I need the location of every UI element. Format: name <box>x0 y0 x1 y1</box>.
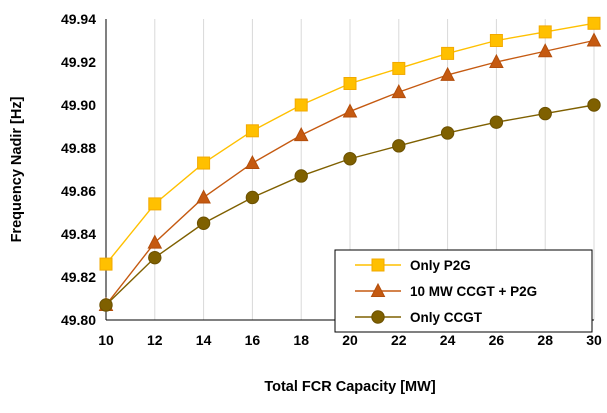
series-2 <box>99 98 601 312</box>
y-tick-label: 49.82 <box>61 269 96 285</box>
data-point <box>392 139 406 153</box>
data-point <box>99 298 113 312</box>
legend-label: Only P2G <box>410 258 471 273</box>
x-tick-label: 18 <box>293 332 309 348</box>
legend-label: Only CCGT <box>410 310 483 325</box>
x-tick-label: 12 <box>147 332 163 348</box>
tick-labels: 10 12 14 16 18 20 22 24 26 28 30 49.80 49.82 49.84 49.… <box>61 11 602 348</box>
data-point <box>343 152 357 166</box>
legend-marker <box>371 258 385 272</box>
data-point <box>196 189 211 204</box>
data-point <box>99 257 113 271</box>
data-point <box>440 66 455 81</box>
data-point <box>489 34 503 47</box>
y-tick-label: 49.80 <box>61 312 96 328</box>
y-tick-label: 49.88 <box>61 140 96 156</box>
data-point <box>147 234 163 249</box>
data-point <box>293 127 309 142</box>
legend: Only P2G 10 MW CCGT + P2G Only CCGT <box>334 249 593 333</box>
x-tick-label: 14 <box>196 332 212 348</box>
legend-entry: 10 MW CCGT + P2G <box>355 282 537 299</box>
data-point <box>245 190 260 205</box>
data-point <box>196 216 211 230</box>
y-tick-label: 49.92 <box>61 54 96 70</box>
x-tick-label: 30 <box>586 332 602 348</box>
data-point <box>489 115 504 129</box>
data-point <box>441 46 455 60</box>
series-layer <box>98 16 602 312</box>
data-point <box>343 77 357 90</box>
data-point <box>294 169 308 183</box>
x-tick-label: 28 <box>537 332 553 348</box>
y-tick-label: 49.86 <box>61 183 96 199</box>
y-tick-label: 49.94 <box>61 11 96 27</box>
data-point <box>489 53 504 68</box>
legend-marker <box>370 282 386 297</box>
x-tick-label: 10 <box>98 332 114 348</box>
data-point <box>538 106 552 121</box>
data-point <box>538 25 552 39</box>
data-point <box>197 156 211 170</box>
data-point <box>245 124 259 138</box>
x-tick-label: 26 <box>489 332 505 348</box>
data-point <box>391 84 407 99</box>
x-tick-label: 24 <box>440 332 456 348</box>
legend-label: 10 MW CCGT + P2G <box>410 284 537 299</box>
legend-items: Only P2G 10 MW CCGT + P2G Only CCGT <box>355 258 537 325</box>
x-axis-title: Total FCR Capacity [MW] <box>264 379 435 395</box>
data-point <box>294 98 308 112</box>
x-tick-label: 22 <box>391 332 407 348</box>
data-point <box>537 43 553 58</box>
data-point <box>392 61 406 75</box>
data-point <box>587 16 601 30</box>
y-tick-label: 49.84 <box>61 226 96 242</box>
legend-marker <box>371 310 385 324</box>
data-point <box>440 126 455 140</box>
series-0 <box>99 16 601 271</box>
legend-entry: Only CCGT <box>355 310 483 325</box>
data-point <box>245 154 260 170</box>
data-point <box>587 98 601 112</box>
data-point <box>148 250 162 265</box>
x-tick-label: 16 <box>245 332 261 348</box>
x-tick-label: 20 <box>342 332 358 348</box>
data-point <box>148 197 162 211</box>
data-point <box>342 103 358 118</box>
y-tick-label: 49.90 <box>61 97 96 113</box>
y-axis-title: Frequency Nadir [Hz] <box>9 96 25 242</box>
data-point <box>586 32 602 47</box>
legend-entry: Only P2G <box>355 258 471 273</box>
